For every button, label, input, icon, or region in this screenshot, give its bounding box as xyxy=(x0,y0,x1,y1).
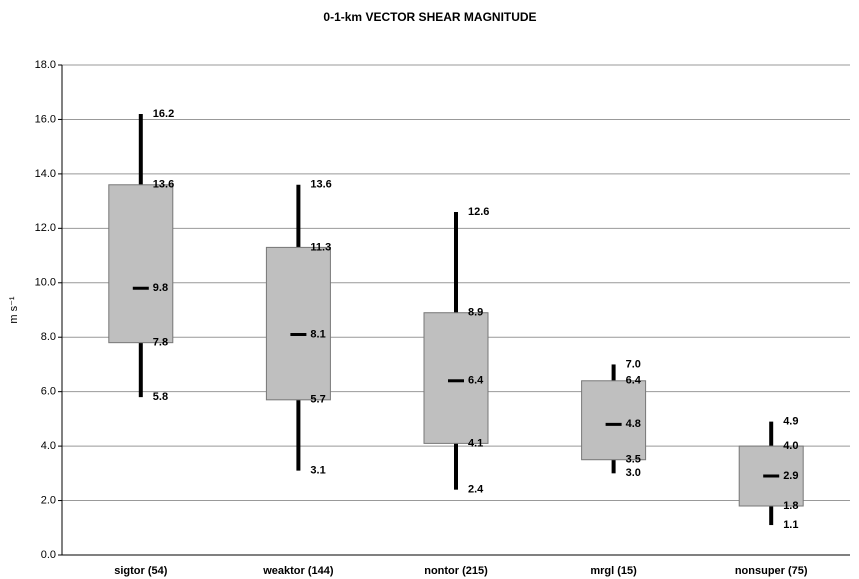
value-label: 4.0 xyxy=(783,440,798,452)
value-label: 5.8 xyxy=(153,391,168,403)
y-tick-label: 2.0 xyxy=(41,494,56,506)
box xyxy=(108,184,174,344)
y-tick-label: 6.0 xyxy=(41,386,56,398)
value-label: 4.9 xyxy=(783,416,798,428)
value-label: 3.5 xyxy=(626,454,641,466)
value-label: 8.1 xyxy=(310,328,325,340)
value-label: 7.8 xyxy=(153,337,168,349)
y-tick-label: 4.0 xyxy=(41,440,56,452)
x-tick-label: sigtor (54) xyxy=(114,565,168,577)
y-tick-label: 16.0 xyxy=(35,113,56,125)
value-label: 4.8 xyxy=(626,418,641,430)
value-label: 9.8 xyxy=(153,282,168,294)
value-label: 5.7 xyxy=(310,394,325,406)
box xyxy=(423,312,489,444)
y-axis-label: m s⁻¹ xyxy=(8,296,20,324)
y-tick-label: 14.0 xyxy=(35,168,56,180)
x-tick-label: nonsuper (75) xyxy=(735,565,808,577)
y-tick-label: 12.0 xyxy=(35,222,56,234)
chart-title: 0-1-km VECTOR SHEAR MAGNITUDE xyxy=(323,10,536,24)
value-label: 3.1 xyxy=(310,465,325,477)
x-tick-label: mrgl (15) xyxy=(590,565,637,577)
value-label: 11.3 xyxy=(310,241,331,253)
value-label: 6.4 xyxy=(468,375,484,387)
box xyxy=(581,380,647,461)
x-tick-label: weaktor (144) xyxy=(262,565,334,577)
box xyxy=(265,246,331,401)
y-tick-label: 8.0 xyxy=(41,331,56,343)
value-label: 1.1 xyxy=(783,519,798,531)
value-label: 2.9 xyxy=(783,470,798,482)
value-label: 3.0 xyxy=(626,467,641,479)
y-tick-label: 18.0 xyxy=(35,59,56,71)
value-label: 4.1 xyxy=(468,437,483,449)
value-label: 16.2 xyxy=(153,108,174,120)
value-label: 12.6 xyxy=(468,206,489,218)
y-tick-label: 0.0 xyxy=(41,549,56,561)
value-label: 1.8 xyxy=(783,500,798,512)
value-label: 8.9 xyxy=(468,307,483,319)
y-tick-label: 10.0 xyxy=(35,277,56,289)
x-tick-label: nontor (215) xyxy=(424,565,488,577)
value-label: 13.6 xyxy=(310,179,331,191)
value-label: 13.6 xyxy=(153,179,174,191)
value-label: 6.4 xyxy=(626,375,642,387)
value-label: 7.0 xyxy=(626,358,641,370)
value-label: 2.4 xyxy=(468,484,484,496)
